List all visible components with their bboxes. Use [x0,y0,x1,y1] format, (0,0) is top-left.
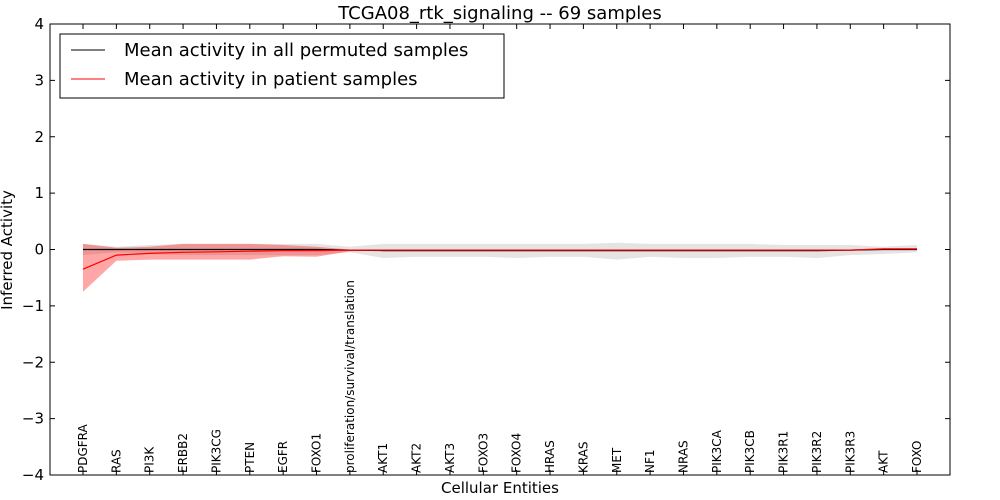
x-tick-label: HRAS [543,440,557,473]
legend: Mean activity in all permuted samples Me… [59,33,505,99]
plot-area: −4 −3 −2 −1 0 1 2 3 4 PDGFRA RAS PI3K ERBB2 PIK3CG PTE… [22,15,951,484]
x-tick-label: ERBB2 [176,433,190,473]
legend-label-permuted: Mean activity in all permuted samples [124,40,468,61]
legend-label-patient: Mean activity in patient samples [124,69,418,90]
x-tick-label: FOXO1 [310,433,324,473]
x-tick-label: AKT [877,450,891,473]
x-tick-label: AKT2 [410,443,424,473]
chart-title: TCGA08_rtk_signaling -- 69 samples [337,3,662,24]
line-series-1 [82,248,917,270]
x-tick-label: AKT1 [376,443,390,473]
x-tick-label: FOXO [910,441,924,473]
band-series-1 [83,243,917,292]
x-tick-label: FOXO4 [510,433,524,473]
x-tick-label: PIK3CA [710,429,724,473]
x-tick-label: AKT3 [443,443,457,473]
x-tick-label: NF1 [643,449,657,473]
y-axis-label: Inferred Activity [0,190,16,310]
x-axis-label: Cellular Entities [441,479,559,497]
y-tick-label: 0 [34,241,44,259]
x-tick-label: PIK3R2 [810,431,824,473]
x-tick-label: PI3K [143,446,157,473]
y-tick-label: 2 [34,128,44,146]
x-tick-label: PDGFRA [76,423,90,473]
x-tick-label: proliferation/survival/translation [343,280,357,473]
x-tick-label: PTEN [243,442,257,473]
x-tick-label: FOXO3 [476,433,490,473]
x-tick-label: PIK3CB [743,430,757,473]
y-tick-label: −2 [22,353,44,371]
x-tick-label: RAS [109,449,123,473]
y-tick-label: −1 [22,297,44,315]
y-tick-label: 1 [34,184,44,202]
y-tick-label: −4 [22,466,44,484]
x-tick-label: PIK3CG [209,429,223,473]
y-tick-label: 4 [34,15,44,33]
x-tick-label: NRAS [677,440,691,473]
y-tick-label: −3 [22,410,44,428]
x-tick-label: EGFR [276,441,290,473]
x-tick-label: KRAS [576,441,590,473]
x-tick-label: MET [610,447,624,473]
x-tick-label: PIK3R3 [843,431,857,473]
legend-box [59,33,505,99]
y-tick-label: 3 [34,71,44,89]
x-tick-label: PIK3R1 [777,431,791,473]
